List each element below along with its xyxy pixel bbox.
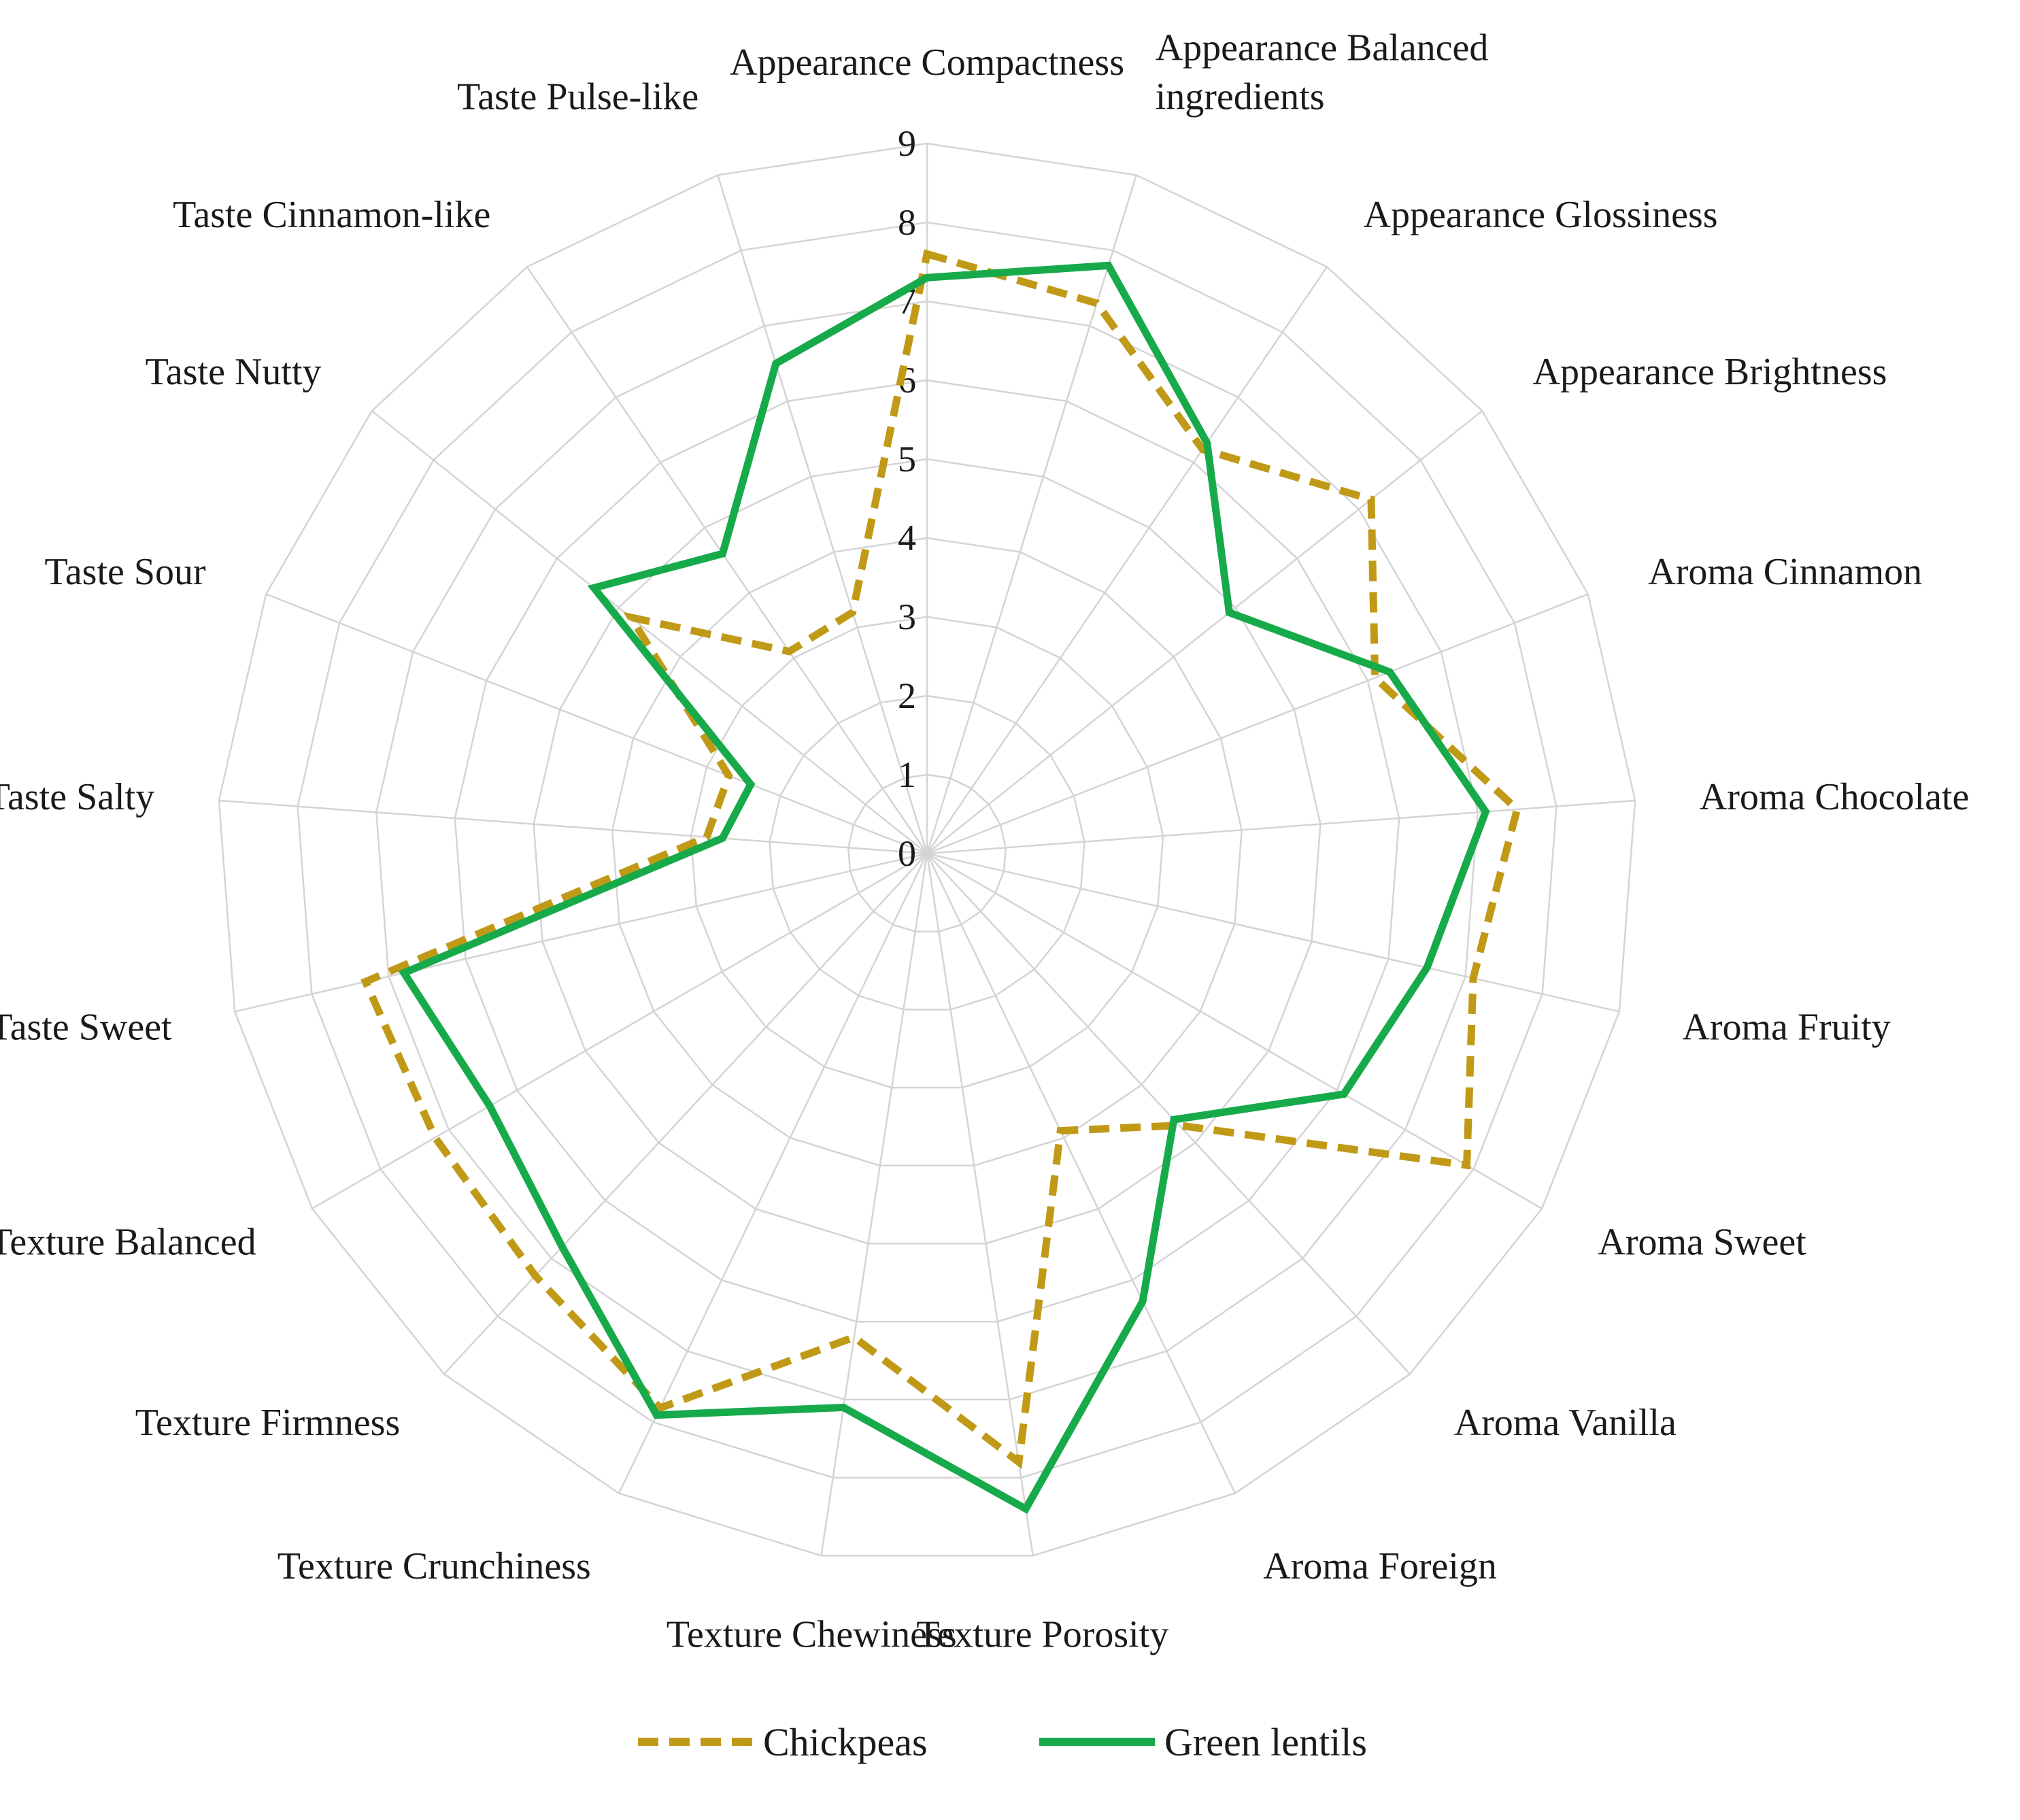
tick-label-9: 9 [898, 123, 916, 164]
category-label-aroma-sweet: Aroma Sweet [1598, 1221, 1806, 1264]
tick-label-8: 8 [898, 202, 916, 243]
axis-spoke-aroma-vanilla [926, 853, 1411, 1375]
category-labels: Appearance Compactness Appearance Balance… [0, 27, 1969, 1656]
category-label-appearance-balanced-ingredients: Appearance Balanced ingredients [1156, 27, 1489, 118]
grid-ring-8 [297, 221, 1558, 1479]
grid-ring-7 [375, 300, 1479, 1401]
category-label-texture-porosity: Texture Porosity [916, 1613, 1168, 1655]
axis-spoke-taste-pulse-like [717, 175, 928, 854]
axis-spoke-aroma-sweet [926, 852, 1543, 1210]
axis-spoke-aroma-chocolate [926, 799, 1636, 855]
category-label-aroma-cinnamon: Aroma Cinnamon [1648, 551, 1922, 593]
axis-spoke-appearance-glossiness [926, 266, 1328, 854]
axis-spoke-texture-chewiness [820, 853, 928, 1556]
category-label-appearance-glossiness: Appearance Glossiness [1364, 194, 1718, 236]
category-label-taste-salty: Taste Salty [0, 776, 154, 818]
category-label-texture-chewiness: Texture Chewiness [667, 1613, 957, 1655]
category-label-appearance-compactness: Appearance Compactness [730, 41, 1124, 84]
axis-spoke-taste-cinnamon-like [526, 266, 928, 854]
series-line-green-lentils [398, 261, 1490, 1514]
legend-label-chickpeas: Chickpeas [763, 1720, 928, 1764]
category-label-taste-nutty: Taste Nutty [146, 351, 322, 393]
category-label-aroma-fruity: Aroma Fruity [1682, 1007, 1890, 1049]
category-label-taste-sweet: Taste Sweet [0, 1007, 172, 1049]
axis-spoke-appearance-brightness [926, 410, 1483, 854]
axis-spoke-texture-porosity [926, 853, 1034, 1556]
axis-layer [218, 144, 1636, 1556]
legend: Chickpeas Green lentils [638, 1720, 1367, 1764]
series-layer [360, 249, 1521, 1514]
tick-label-0: 0 [898, 833, 916, 874]
axis-spoke-taste-sweet [234, 852, 928, 1013]
category-label-taste-cinnamon-like: Taste Cinnamon-like [173, 194, 490, 236]
axis-spoke-aroma-foreign [926, 853, 1236, 1494]
grid-ring-9 [218, 142, 1636, 1557]
series-line-chickpeas [360, 249, 1521, 1469]
axis-spoke-taste-nutty [371, 410, 928, 854]
legend-label-green-lentils: Green lentils [1164, 1720, 1367, 1764]
category-label-aroma-chocolate: Aroma Chocolate [1700, 776, 1970, 818]
axis-spoke-appearance-balanced-ingredients [926, 175, 1137, 854]
axis-spoke-aroma-fruity [926, 852, 1620, 1013]
category-label-texture-firmness: Texture Firmness [135, 1402, 401, 1444]
axis-spoke-texture-firmness [443, 853, 928, 1375]
axis-spoke-taste-sour [265, 593, 928, 855]
category-label-appearance-brightness: Appearance Brightness [1533, 351, 1887, 393]
grid-ring-1 [847, 773, 1007, 932]
axis-spoke-taste-salty [218, 799, 928, 855]
tick-label-2: 2 [898, 675, 916, 716]
axis-spoke-aroma-cinnamon [926, 593, 1589, 855]
grid-layer [218, 142, 1636, 1557]
category-label-texture-crunchiness: Texture Crunchiness [277, 1545, 591, 1587]
category-label-taste-pulse-like: Taste Pulse-like [457, 76, 698, 118]
tick-label-4: 4 [898, 518, 916, 558]
category-label-texture-balanced: Texture Balanced [0, 1221, 256, 1264]
grid-ring-4 [611, 537, 1243, 1167]
grid-ring-2 [769, 694, 1085, 1011]
category-label-taste-sour: Taste Sour [45, 551, 207, 593]
axis-spoke-texture-balanced [312, 852, 928, 1210]
tick-label-1: 1 [898, 754, 916, 795]
grid-ring-6 [454, 379, 1400, 1323]
tick-label-3: 3 [898, 596, 916, 637]
tick-label-5: 5 [898, 439, 916, 479]
grid-ring-3 [690, 616, 1164, 1089]
axis-spoke-texture-crunchiness [618, 853, 928, 1494]
category-label-aroma-vanilla: Aroma Vanilla [1454, 1402, 1677, 1444]
category-label-aroma-foreign: Aroma Foreign [1263, 1545, 1497, 1587]
grid-ring-5 [533, 458, 1322, 1245]
